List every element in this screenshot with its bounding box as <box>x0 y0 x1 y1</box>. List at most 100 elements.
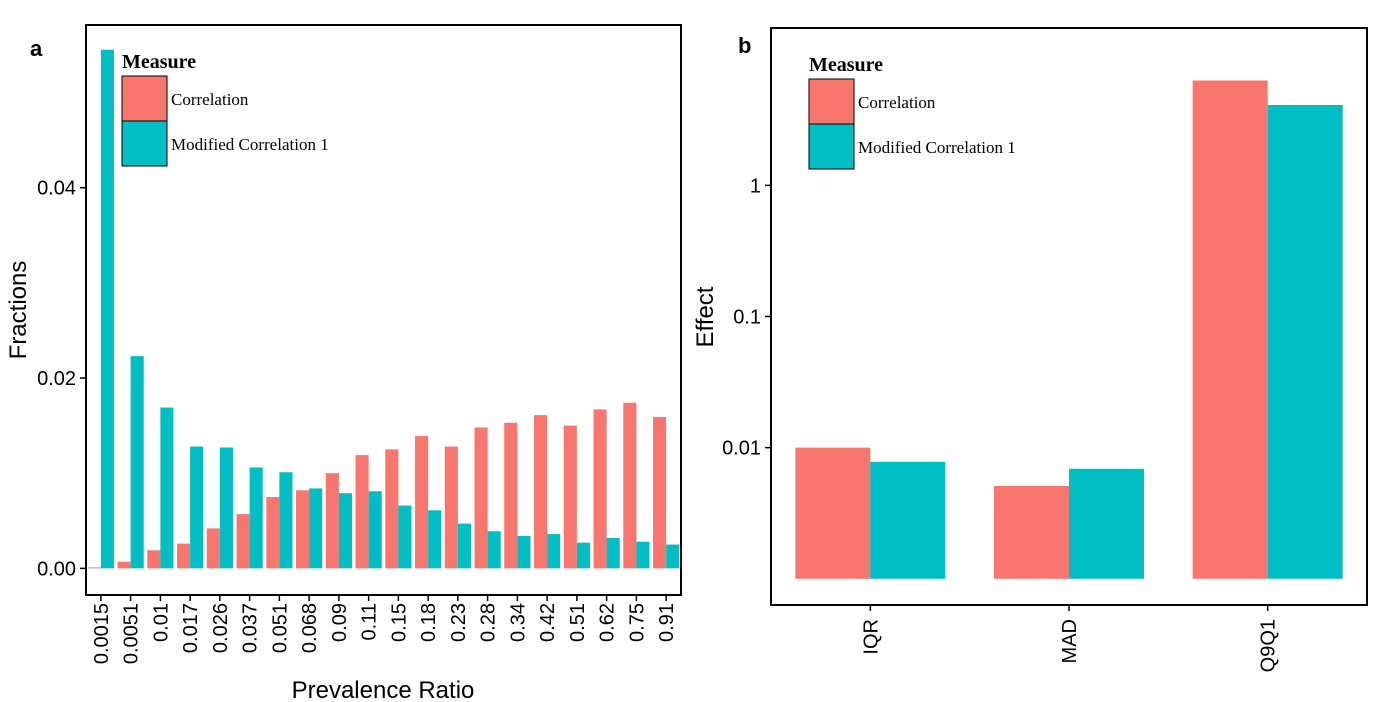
bar-correlation-Q9Q1 <box>1192 80 1268 579</box>
panel-a-legend-label-correlation: Correlation <box>171 90 249 109</box>
x-tick-label: Q9Q1 <box>1258 619 1280 672</box>
x-tick-label: 0.026 <box>210 603 232 653</box>
y-tick-label: 0.1 <box>733 307 761 329</box>
bar-correlation-0.42 <box>534 415 548 569</box>
panel-a-label: a <box>30 36 43 61</box>
panel-a-legend-key-correlation <box>121 75 168 122</box>
panel-a-y-ticks: 0.00 0.02 0.04 <box>37 178 86 580</box>
bar-modified-0.037 <box>249 467 263 569</box>
x-tick-label: 0.23 <box>448 603 470 642</box>
bar-modified-MAD <box>1069 468 1144 579</box>
bar-modified-0.15 <box>398 505 412 569</box>
panel-b-legend-label-modified: Modified Correlation 1 <box>858 138 1016 157</box>
panel-b-legend-key-modified <box>808 123 855 170</box>
x-tick-label: 0.42 <box>537 603 559 642</box>
bar-correlation-0.34 <box>504 422 518 569</box>
panel-b-y-ticks: 0.01 0.1 1 <box>722 175 771 460</box>
bar-modified-0.23 <box>457 523 471 569</box>
x-tick-label: 0.34 <box>507 603 529 642</box>
bar-modified-0.0051 <box>130 356 144 569</box>
bar-correlation-0.09 <box>325 473 339 569</box>
bar-modified-0.51 <box>576 542 590 569</box>
x-tick-label: 0.01 <box>150 603 172 642</box>
bar-correlation-0.068 <box>296 490 310 569</box>
bar-modified-0.11 <box>368 491 382 569</box>
bar-correlation-0.11 <box>355 455 369 569</box>
x-tick-label: 0.09 <box>329 603 351 642</box>
panel-a-legend-title: Measure <box>122 51 196 73</box>
x-tick-label: MAD <box>1059 619 1081 663</box>
panel-b-bars <box>795 80 1343 579</box>
panel-a-legend: Measure Correlation Modified Correlation… <box>121 51 329 167</box>
bar-correlation-0.01 <box>147 550 161 569</box>
bar-modified-0.01 <box>160 407 174 569</box>
bar-correlation-0.051 <box>266 496 280 569</box>
x-tick-label: 0.068 <box>299 603 321 653</box>
bar-correlation-0.18 <box>415 436 429 569</box>
bar-correlation-0.0051 <box>117 561 131 569</box>
y-tick-label: 0.04 <box>37 178 76 200</box>
bar-modified-0.42 <box>547 534 561 569</box>
x-tick-label: 0.0051 <box>121 603 143 664</box>
bar-modified-0.75 <box>636 541 650 569</box>
bar-modified-0.068 <box>309 488 323 569</box>
bar-correlation-0.15 <box>385 449 399 569</box>
panel-b-legend-key-correlation <box>808 78 855 125</box>
panel-a-legend-label-modified: Modified Correlation 1 <box>171 135 329 154</box>
panel-b-x-ticks: IQR MAD Q9Q1 <box>860 605 1280 672</box>
bar-modified-IQR <box>870 461 946 579</box>
panel-a-x-axis-title: Prevalence Ratio <box>292 677 475 702</box>
bar-correlation-0.037 <box>236 514 250 569</box>
bar-correlation-0.75 <box>623 402 637 569</box>
panel-a: a 0.00 0.02 0.04 0.0015 0.0051 0.01 0.017 0.02… <box>5 24 682 702</box>
panel-b-label: b <box>738 33 751 58</box>
panel-a-legend-key-modified <box>121 120 168 167</box>
x-tick-label: 0.037 <box>240 603 262 653</box>
x-tick-label: 0.28 <box>478 603 500 642</box>
x-tick-label: 0.51 <box>567 603 589 642</box>
bar-modified-0.09 <box>338 493 352 569</box>
bar-correlation-MAD <box>994 485 1069 579</box>
x-tick-label: 0.15 <box>388 603 410 642</box>
bar-modified-0.0015 <box>100 49 114 569</box>
bar-correlation-0.51 <box>563 425 577 569</box>
panel-a-frame <box>85 24 682 596</box>
panel-b-legend-label-correlation: Correlation <box>858 93 936 112</box>
bar-correlation-0.91 <box>653 417 667 569</box>
x-tick-label: 0.017 <box>180 603 202 653</box>
panel-a-x-ticks: 0.0015 0.0051 0.01 0.017 0.026 0.037 0.051 0.06… <box>91 595 678 664</box>
bar-correlation-0.026 <box>206 528 220 569</box>
bar-modified-0.62 <box>606 537 620 569</box>
x-tick-label: 0.0015 <box>91 603 113 664</box>
bar-modified-0.28 <box>487 531 501 569</box>
bar-correlation-0.017 <box>177 543 191 569</box>
bar-modified-0.026 <box>219 447 233 569</box>
bar-modified-0.017 <box>190 446 204 569</box>
bar-correlation-0.62 <box>593 409 607 569</box>
bar-modified-0.18 <box>428 510 442 569</box>
panel-a-y-axis-title: Fractions <box>5 261 32 360</box>
bar-modified-0.91 <box>666 544 680 569</box>
bar-correlation-0.28 <box>474 427 488 569</box>
panel-b-legend-title: Measure <box>809 54 883 76</box>
y-tick-label: 0.02 <box>37 368 76 390</box>
panel-b: b 0.01 0.1 1 IQR MAD Q9Q1 Effect Measure Cor… <box>692 27 1368 672</box>
y-tick-label: 1 <box>750 175 761 197</box>
bar-modified-0.34 <box>517 536 531 569</box>
x-tick-label: 0.91 <box>656 603 678 642</box>
panel-b-legend: Measure Correlation Modified Correlation… <box>808 54 1016 170</box>
bar-correlation-0.23 <box>444 446 458 569</box>
bar-correlation-IQR <box>795 447 871 579</box>
panel-a-bars <box>87 49 680 569</box>
bar-modified-Q9Q1 <box>1267 105 1343 579</box>
bar-correlation-0.0015 <box>87 567 101 569</box>
y-tick-label: 0.01 <box>722 438 761 460</box>
bar-modified-0.051 <box>279 472 293 569</box>
y-tick-label: 0.00 <box>37 558 76 580</box>
x-tick-label: 0.18 <box>418 603 440 642</box>
panel-b-y-axis-title: Effect <box>692 286 719 347</box>
x-tick-label: 0.051 <box>269 603 291 653</box>
x-tick-label: IQR <box>860 619 882 655</box>
x-tick-label: 0.11 <box>359 603 381 640</box>
